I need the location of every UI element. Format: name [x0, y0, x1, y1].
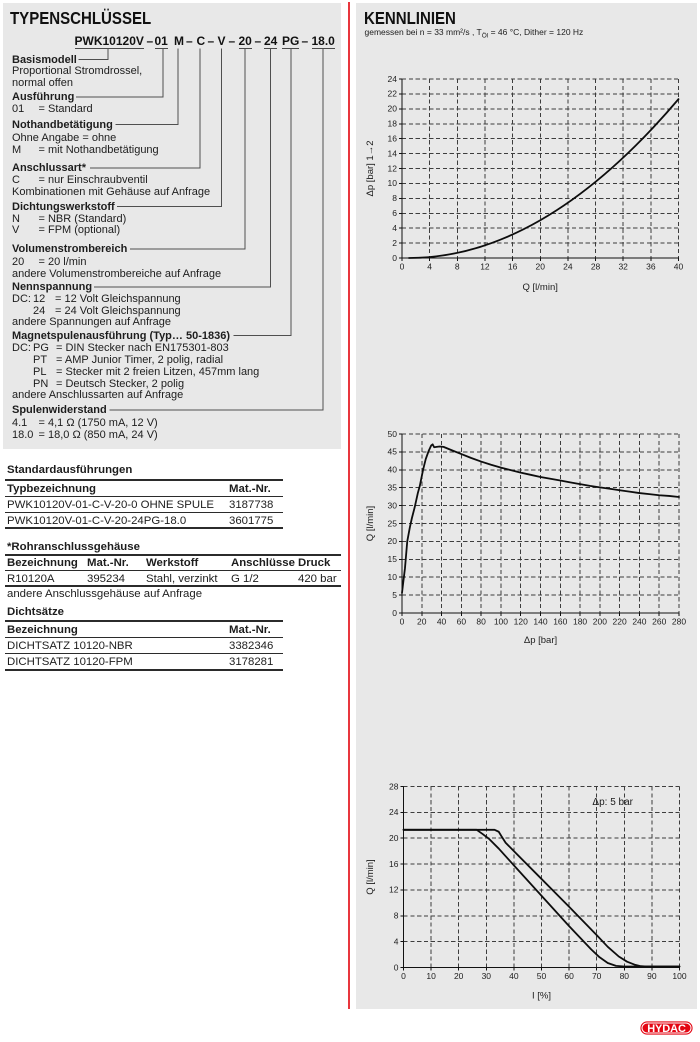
svg-text:0: 0 — [400, 262, 405, 272]
svg-text:50: 50 — [537, 971, 547, 981]
svg-text:15: 15 — [388, 554, 398, 564]
svg-text:0: 0 — [401, 971, 406, 981]
svg-text:0: 0 — [392, 608, 397, 618]
svg-text:50: 50 — [388, 429, 398, 439]
svg-text:14: 14 — [388, 148, 398, 158]
svg-text:I [%]: I [%] — [532, 991, 551, 1002]
svg-text:80: 80 — [476, 617, 486, 627]
svg-text:32: 32 — [618, 262, 628, 272]
svg-text:0: 0 — [400, 617, 405, 627]
svg-text:220: 220 — [613, 617, 627, 627]
svg-text:80: 80 — [620, 971, 630, 981]
svg-text:100: 100 — [494, 617, 508, 627]
svg-text:10: 10 — [388, 572, 398, 582]
svg-text:18: 18 — [388, 119, 398, 129]
svg-text:10: 10 — [426, 971, 436, 981]
svg-text:260: 260 — [652, 617, 666, 627]
svg-text:35: 35 — [388, 483, 398, 493]
svg-text:5: 5 — [392, 590, 397, 600]
svg-text:28: 28 — [591, 262, 601, 272]
svg-text:280: 280 — [672, 617, 686, 627]
svg-text:100: 100 — [672, 971, 686, 981]
svg-text:40: 40 — [674, 262, 684, 272]
svg-text:0: 0 — [394, 962, 399, 972]
svg-text:0: 0 — [392, 253, 397, 263]
svg-text:16: 16 — [389, 859, 399, 869]
svg-text:40: 40 — [437, 617, 447, 627]
svg-text:20: 20 — [417, 617, 427, 627]
svg-text:20: 20 — [389, 833, 399, 843]
svg-text:20: 20 — [536, 262, 546, 272]
svg-text:16: 16 — [388, 133, 398, 143]
svg-text:60: 60 — [564, 971, 574, 981]
svg-text:240: 240 — [632, 617, 646, 627]
svg-text:40: 40 — [509, 971, 519, 981]
svg-text:20: 20 — [454, 971, 464, 981]
svg-text:20: 20 — [388, 536, 398, 546]
svg-text:200: 200 — [593, 617, 607, 627]
svg-text:28: 28 — [389, 781, 399, 791]
svg-text:4: 4 — [394, 936, 399, 946]
svg-text:Q [l/min]: Q [l/min] — [365, 506, 376, 541]
svg-text:6: 6 — [392, 208, 397, 218]
svg-text:12: 12 — [388, 163, 398, 173]
svg-text:90: 90 — [647, 971, 657, 981]
svg-text:160: 160 — [553, 617, 567, 627]
svg-text:Δp [bar] 1→2: Δp [bar] 1→2 — [365, 141, 376, 197]
svg-text:180: 180 — [573, 617, 587, 627]
svg-text:24: 24 — [388, 74, 398, 84]
svg-text:4: 4 — [392, 223, 397, 233]
svg-text:Δp: 5 bar: Δp: 5 bar — [592, 797, 633, 808]
svg-text:30: 30 — [482, 971, 492, 981]
svg-text:12: 12 — [389, 885, 399, 895]
svg-text:HYDAC: HYDAC — [647, 1023, 686, 1035]
svg-text:2: 2 — [392, 238, 397, 248]
svg-text:24: 24 — [389, 807, 399, 817]
svg-text:120: 120 — [514, 617, 528, 627]
svg-text:4: 4 — [427, 262, 432, 272]
svg-text:Q [l/min]: Q [l/min] — [365, 859, 376, 894]
svg-text:36: 36 — [646, 262, 656, 272]
svg-text:24: 24 — [563, 262, 573, 272]
svg-text:12: 12 — [480, 262, 490, 272]
svg-text:70: 70 — [592, 971, 602, 981]
svg-text:30: 30 — [388, 500, 398, 510]
svg-text:22: 22 — [388, 89, 398, 99]
svg-text:45: 45 — [388, 447, 398, 457]
svg-text:Δp [bar]: Δp [bar] — [524, 635, 557, 646]
svg-text:25: 25 — [388, 518, 398, 528]
svg-text:8: 8 — [392, 193, 397, 203]
svg-text:20: 20 — [388, 104, 398, 114]
svg-text:40: 40 — [388, 465, 398, 475]
svg-text:60: 60 — [457, 617, 467, 627]
svg-text:8: 8 — [455, 262, 460, 272]
svg-text:8: 8 — [394, 911, 399, 921]
svg-text:16: 16 — [508, 262, 518, 272]
svg-text:10: 10 — [388, 178, 398, 188]
svg-text:Q [l/min]: Q [l/min] — [523, 282, 558, 293]
svg-text:140: 140 — [533, 617, 547, 627]
